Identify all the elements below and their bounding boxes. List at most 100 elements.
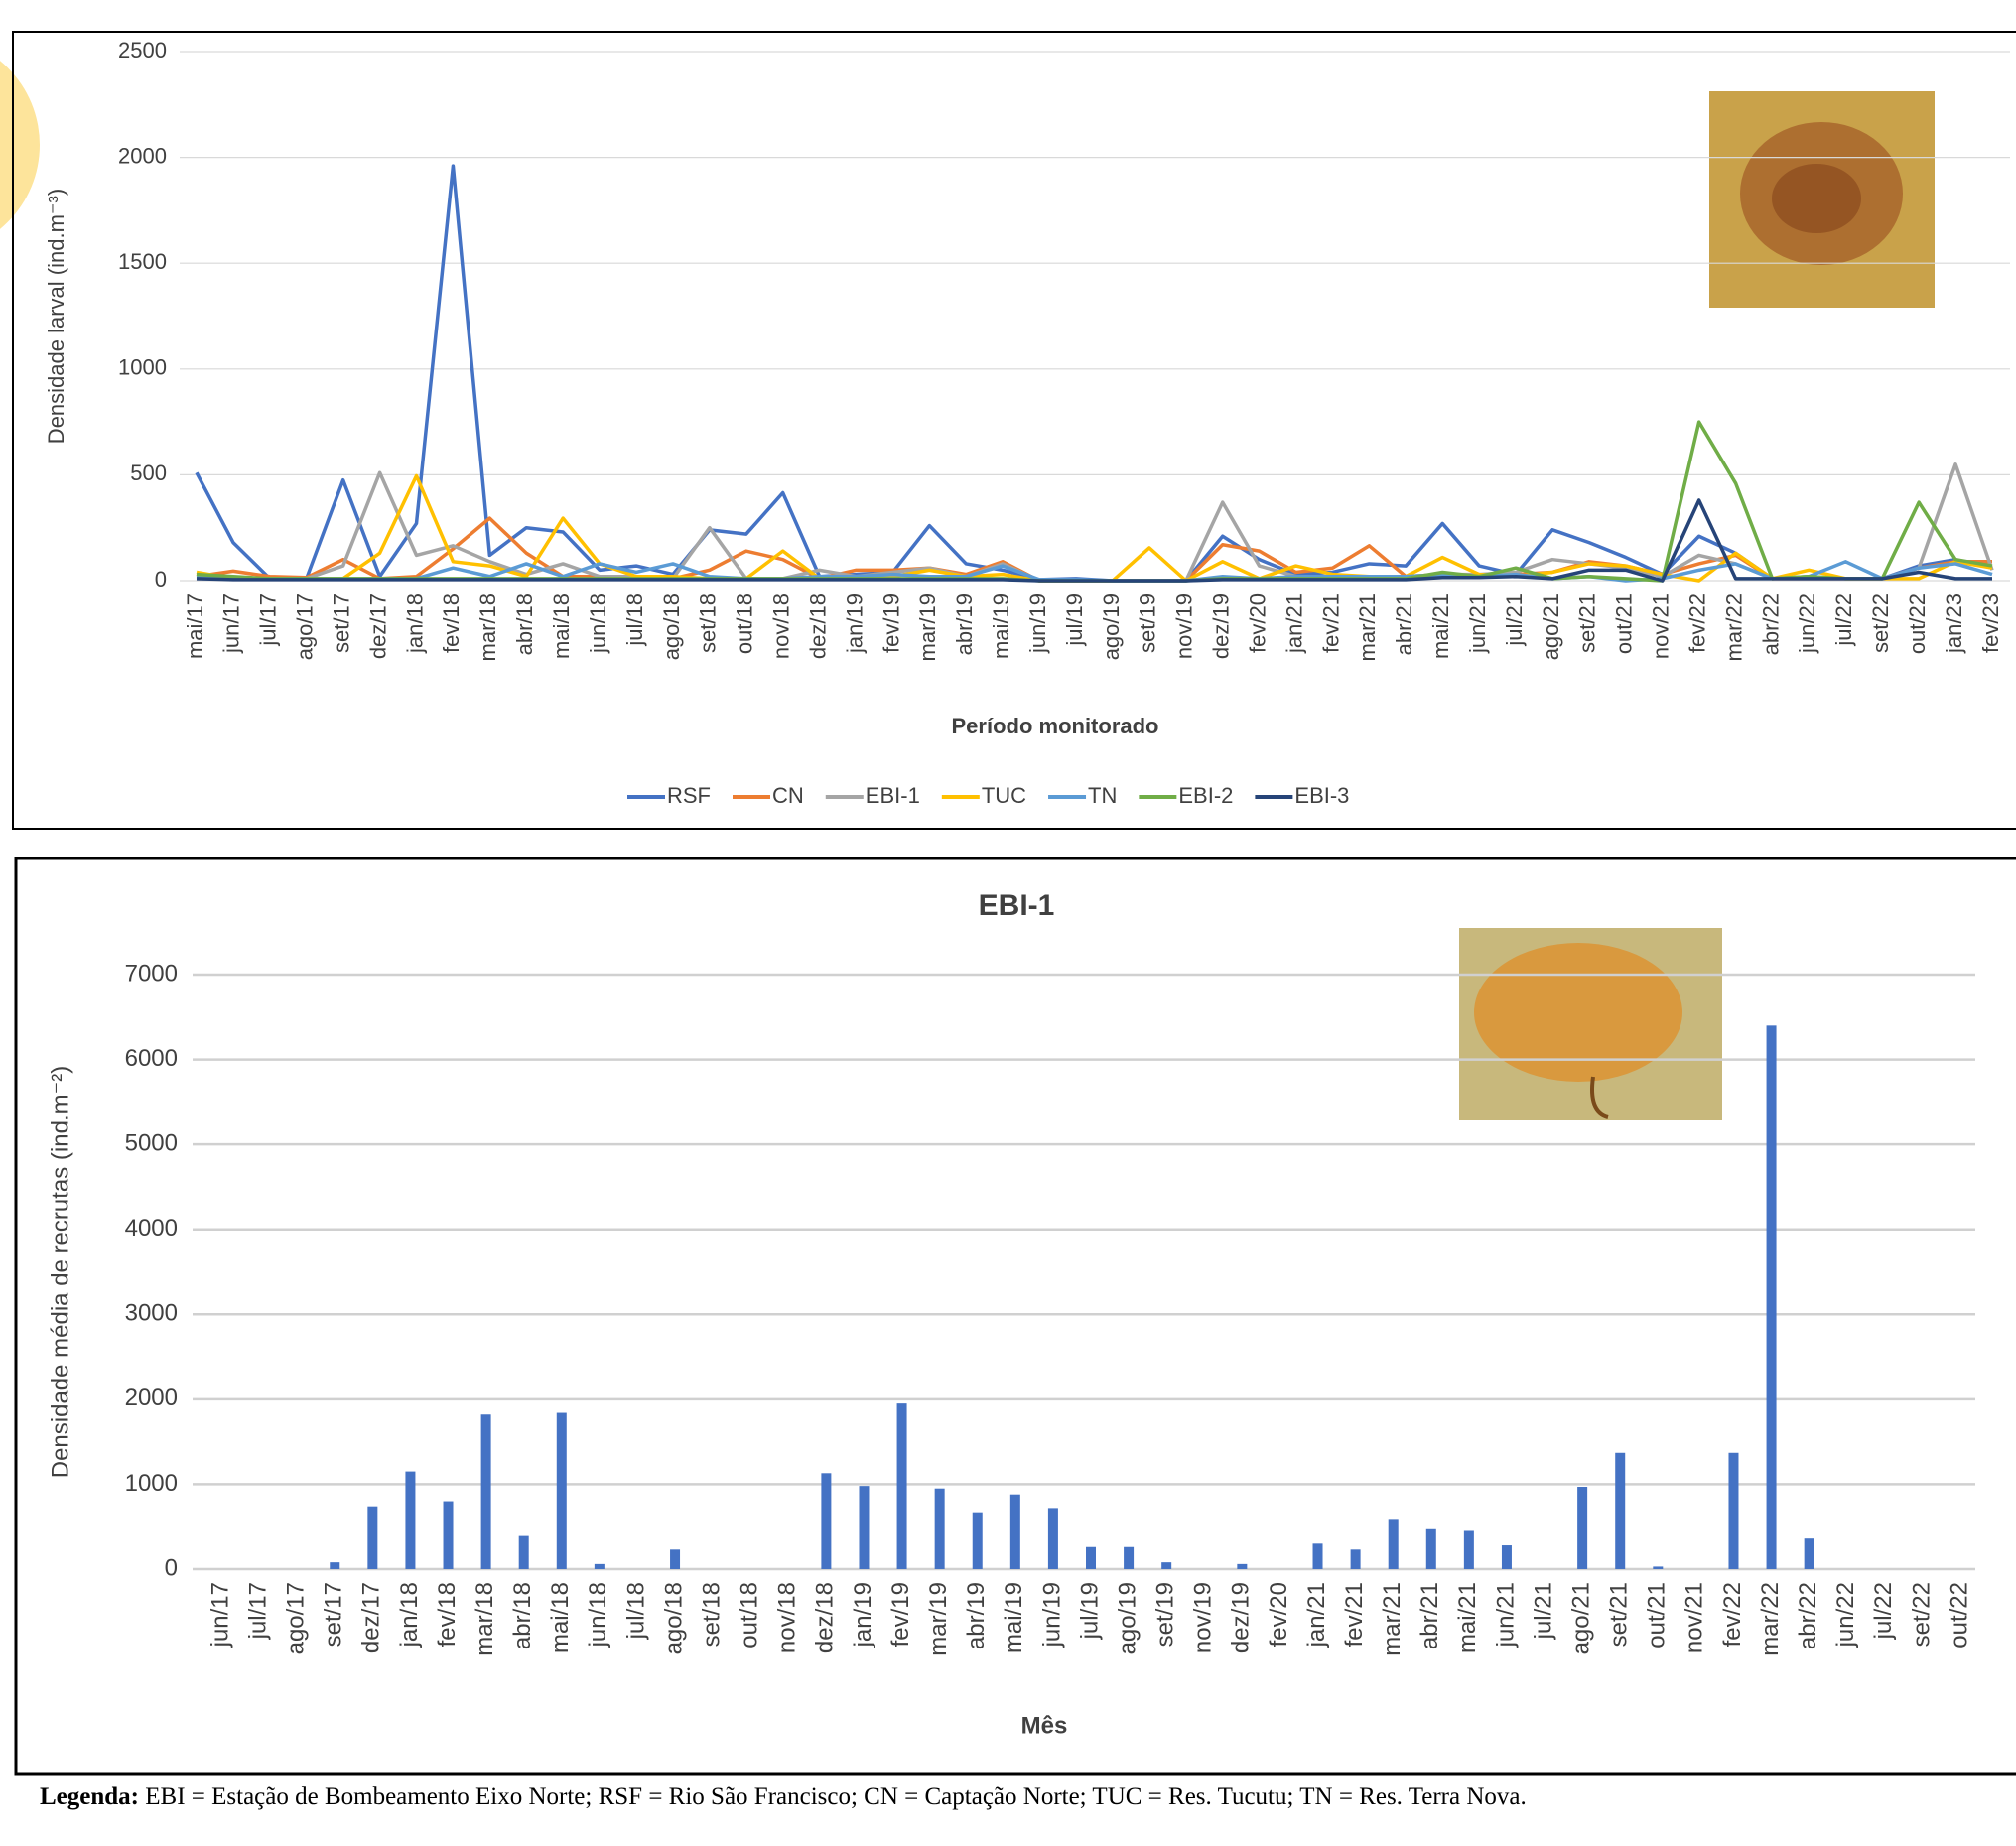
x-tick-label: jan/19 [842,593,867,654]
x-tick-label: nov/19 [1190,1582,1217,1653]
decoration [0,36,40,254]
x-tick-label: mai/19 [989,593,1013,659]
bar [897,1403,907,1569]
bar [367,1507,377,1569]
bar [481,1414,491,1569]
legend-label: TUC [982,783,1026,808]
x-tick-label: jun/18 [586,593,610,654]
x-tick-label: nov/19 [1172,593,1197,659]
y-tick-label: 5000 [125,1129,178,1156]
x-tick-label: out/18 [733,593,757,654]
bar [935,1489,945,1569]
bar [670,1549,680,1569]
photo [1459,928,1722,1120]
x-tick-label: out/18 [737,1582,763,1648]
x-tick-label: set/19 [1136,593,1160,653]
y-tick-label: 0 [155,567,167,592]
x-tick-label: ago/18 [660,1582,687,1654]
x-tick-label: jul/18 [622,593,647,647]
x-tick-label: mar/19 [925,1582,952,1656]
x-tick-label: jul/19 [1076,1582,1103,1640]
x-tick-label: mai/21 [1428,593,1453,659]
x-tick-label: abr/18 [509,1582,536,1649]
x-tick-label: fev/20 [1266,1582,1292,1647]
bar [1426,1529,1436,1569]
bar [1313,1543,1323,1569]
bar [330,1562,339,1569]
bar [821,1473,831,1569]
x-tick-label: jul/18 [622,1582,649,1640]
x-tick-label: jun/17 [219,593,244,654]
x-tick-label: fev/18 [439,593,464,653]
x-tick-label: set/18 [696,593,721,653]
bar [405,1472,415,1569]
bar [1389,1519,1399,1569]
x-tick-label: mar/22 [1721,593,1746,661]
chart-title: EBI-1 [979,889,1055,922]
x-tick-label: abr/22 [1795,1582,1821,1649]
y-tick-label: 0 [165,1554,178,1581]
x-tick-label: set/19 [1152,1582,1179,1647]
bar [1048,1508,1058,1569]
x-tick-label: fev/23 [1978,593,2003,653]
y-tick-label: 1000 [125,1470,178,1497]
x-tick-label: jun/18 [585,1582,611,1648]
bar [1767,1025,1777,1569]
x-tick-label: jan/21 [1303,1582,1330,1648]
x-tick-label: out/21 [1644,1582,1671,1648]
x-tick-label: fev/20 [1245,593,1270,653]
x-tick-label: jun/22 [1832,1582,1859,1648]
y-axis-title: Densidade média de recrutas (ind.m⁻²) [47,1066,73,1479]
x-tick-label: ago/19 [1099,593,1124,660]
x-tick-label: dez/19 [1228,1582,1255,1653]
bar [1577,1487,1587,1569]
y-tick-label: 2500 [118,38,167,63]
x-tick-label: set/22 [1868,593,1893,653]
x-tick-label: abr/19 [952,593,977,655]
x-tick-label: out/21 [1612,593,1637,654]
x-tick-label: mai/19 [1001,1582,1027,1653]
y-tick-label: 2000 [118,143,167,168]
x-tick-label: mai/17 [183,593,207,659]
legend-label: EBI-3 [1294,783,1349,808]
x-tick-label: ago/19 [1114,1582,1141,1654]
x-tick-label: out/22 [1946,1582,1972,1648]
y-axis-title: Densidade larval (ind.m⁻³) [44,189,68,444]
legend-label: EBI-1 [866,783,920,808]
photo [1709,91,1935,308]
x-tick-label: ago/21 [1539,593,1563,660]
x-tick-label: mar/18 [471,1582,498,1656]
y-tick-label: 1500 [118,249,167,274]
x-tick-label: mai/18 [549,593,574,659]
bar [1237,1564,1247,1569]
x-tick-label: abr/22 [1758,593,1783,655]
bar [444,1502,454,1569]
y-tick-label: 3000 [125,1300,178,1327]
x-tick-label: jan/19 [850,1582,876,1648]
y-tick-label: 6000 [125,1045,178,1072]
x-tick-label: set/18 [698,1582,725,1647]
legend-note: Legenda: EBI = Estação de Bombeamento Ei… [40,1782,2010,1812]
y-tick-label: 4000 [125,1215,178,1242]
bar [1502,1545,1512,1569]
bar [1615,1453,1625,1569]
x-tick-label: abr/18 [512,593,537,655]
y-tick-label: 500 [130,461,167,485]
x-tick-label: out/22 [1905,593,1930,654]
x-tick-label: mai/18 [547,1582,574,1653]
x-tick-label: fev/21 [1318,593,1343,653]
x-tick-label: fev/22 [1719,1582,1746,1647]
bar [1653,1566,1663,1569]
x-tick-label: mai/21 [1454,1582,1481,1653]
bar [1086,1547,1096,1569]
x-tick-label: fev/19 [887,1582,914,1647]
x-tick-label: jul/19 [1062,593,1087,647]
bar [1010,1495,1020,1569]
x-tick-label: jan/18 [396,1582,423,1648]
x-tick-label: nov/18 [769,593,794,659]
x-tick-label: dez/18 [805,593,830,659]
bar [1464,1530,1474,1569]
x-tick-label: jan/21 [1281,593,1306,654]
bar [1351,1549,1361,1569]
x-tick-label: mar/21 [1379,1582,1406,1656]
